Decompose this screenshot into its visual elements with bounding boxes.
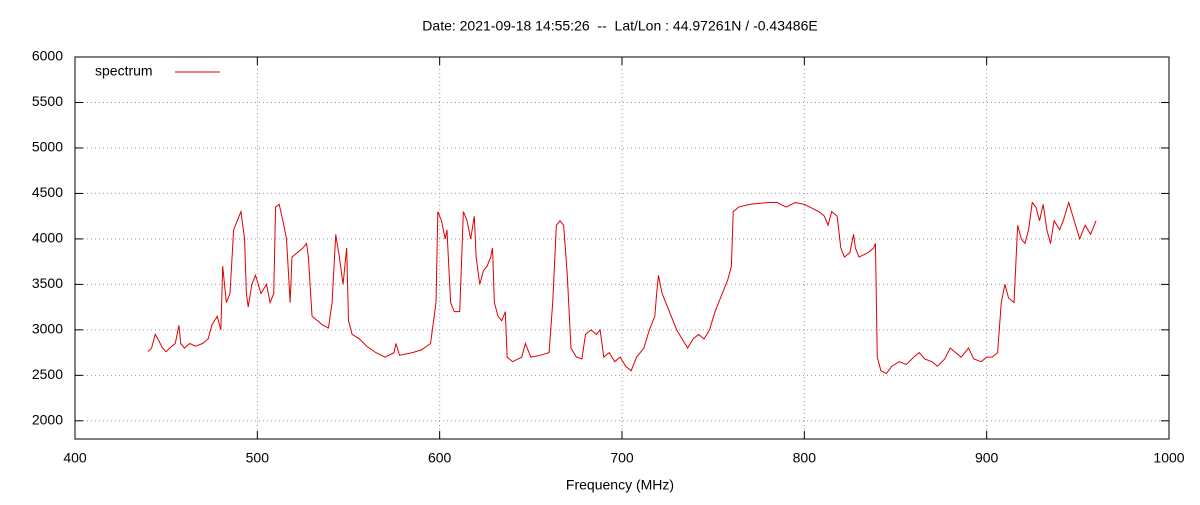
x-tick-label: 900 (975, 450, 999, 466)
data-line (147, 200, 1097, 375)
y-tick-label: 4500 (32, 184, 63, 200)
x-axis-label: Frequency (MHz) (566, 477, 674, 493)
y-tick-label: 3000 (32, 321, 63, 337)
plot-frame (74, 56, 1170, 440)
x-tick-label: 700 (610, 450, 634, 466)
chart-title: Date: 2021-09-18 14:55:26 -- Lat/Lon : 4… (422, 18, 817, 34)
y-tick-label: 2000 (32, 412, 63, 428)
y-tick-label: 4000 (32, 230, 63, 246)
y-tick-label: 5000 (32, 139, 63, 155)
y-tick-label: 5500 (32, 93, 63, 109)
x-tick-label: 500 (246, 450, 270, 466)
y-tick-label: 2500 (32, 366, 63, 382)
x-tick-label: 800 (793, 450, 817, 466)
y-tick-label: 3500 (32, 275, 63, 291)
x-tick-label: 600 (428, 450, 452, 466)
x-tick-label: 1000 (1153, 450, 1184, 466)
x-tick-label: 400 (63, 450, 87, 466)
y-tick-label: 6000 (32, 48, 63, 64)
legend-label: spectrum (95, 63, 153, 79)
